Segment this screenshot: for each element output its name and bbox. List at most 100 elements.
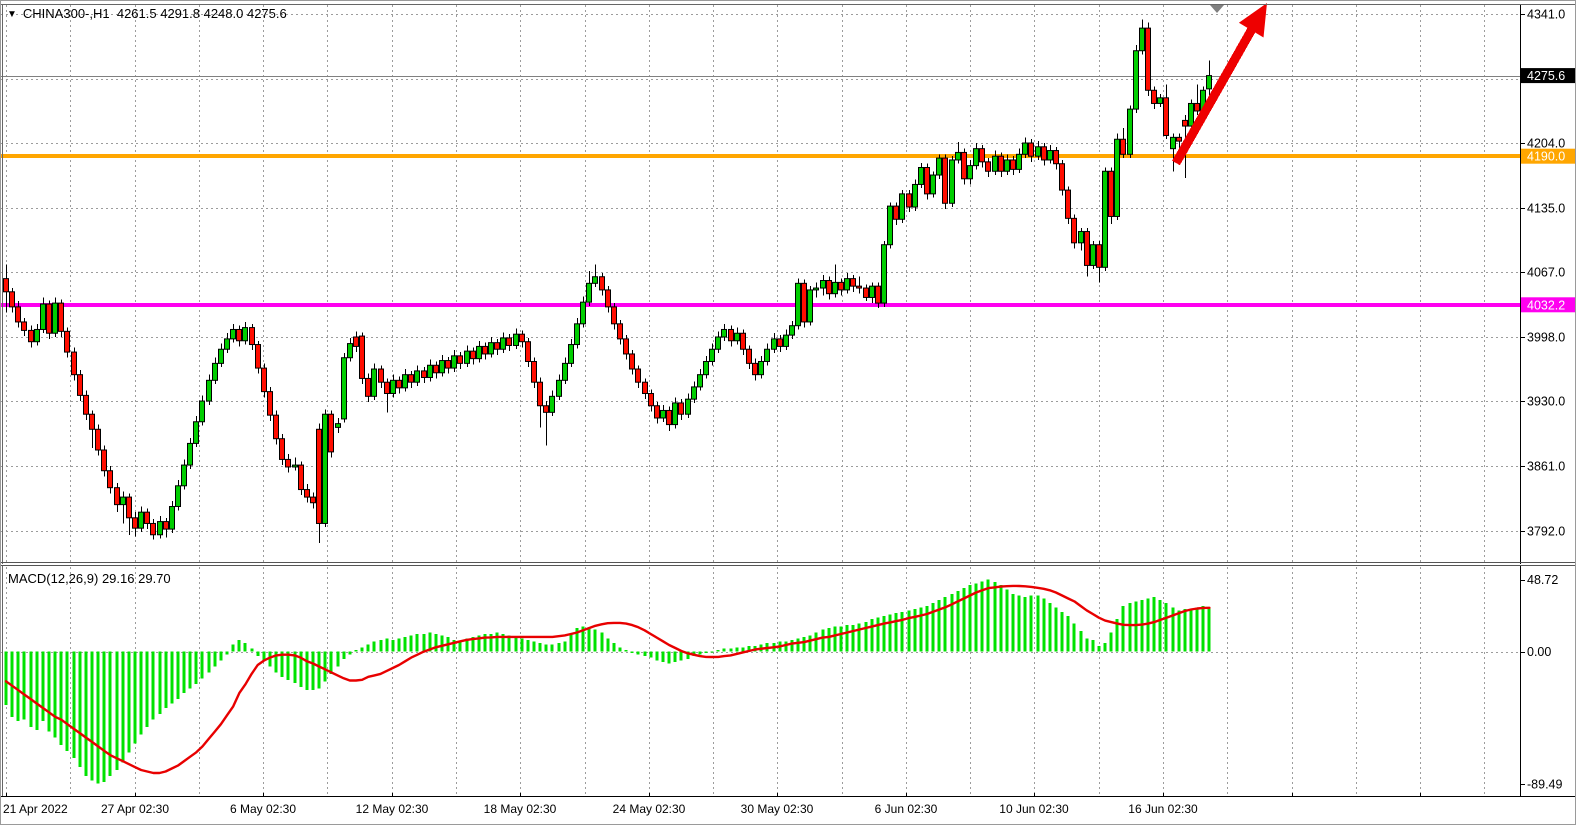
candle (642, 381, 648, 395)
candle (310, 496, 316, 504)
candle (531, 360, 537, 383)
candle (9, 291, 15, 308)
macd-histogram-bar (729, 648, 733, 652)
macd-histogram-bar (243, 642, 247, 652)
candle (709, 348, 715, 362)
candle (715, 336, 721, 350)
macd-histogram-bar (379, 639, 383, 652)
candle (1102, 170, 1108, 268)
candle (261, 367, 267, 393)
candle (556, 379, 562, 397)
macd-histogram-bar (1011, 594, 1015, 652)
candle (549, 395, 555, 413)
candle (193, 421, 199, 444)
candle (1047, 150, 1053, 161)
candle (875, 285, 881, 304)
macd-histogram-bar (698, 651, 702, 655)
candle (230, 328, 236, 340)
candle (359, 335, 365, 379)
time-axis-label: 27 Apr 02:30 (100, 802, 170, 816)
candle (107, 470, 113, 489)
candle (279, 438, 285, 460)
candle (390, 379, 396, 395)
candle (52, 302, 58, 334)
macd-histogram-bar (360, 647, 364, 652)
trend-arrow-head[interactable] (1238, 3, 1267, 38)
candle (1182, 119, 1188, 127)
macd-histogram-bar (329, 651, 333, 674)
price-panel[interactable]: 4341.0 4204.0 4135.0 4067.0 3998.0 3930.0 3861… (1, 1, 1576, 564)
macd-histogram-bar (151, 651, 155, 720)
macd-histogram-bar (747, 645, 751, 652)
macd-histogram-bar (53, 651, 57, 738)
macd-signal-value: 29.70 (138, 571, 171, 586)
macd-histogram-bar (925, 605, 929, 652)
candle (494, 342, 500, 350)
trend-arrow-shaft[interactable] (1172, 26, 1256, 166)
chart-title-ohlc: 4261.5 4291.8 4248.0 4275.6 (116, 6, 287, 21)
macd-histogram-bar (1201, 605, 1205, 652)
macd-histogram-bar (372, 641, 376, 652)
trend-arrow-annotation[interactable] (1172, 3, 1267, 166)
macd-histogram-bar (428, 632, 432, 652)
macd-histogram-bar (299, 651, 303, 688)
macd-histogram-bar (550, 644, 554, 652)
macd-histogram-bar (90, 651, 94, 781)
candle (1004, 159, 1010, 172)
candle (998, 155, 1004, 172)
macd-histogram-bar (1171, 607, 1175, 652)
macd-histogram-bar (937, 599, 941, 652)
candle (21, 321, 27, 331)
candle (384, 381, 390, 395)
macd-histogram-bar (354, 650, 358, 652)
candle (95, 428, 101, 451)
candle (1035, 146, 1041, 157)
macd-histogram-bar (1066, 616, 1070, 652)
macd-histogram-bar (931, 602, 935, 652)
candle (255, 344, 261, 369)
candle (242, 327, 248, 342)
candle (1170, 136, 1176, 150)
candle (795, 282, 801, 327)
macd-histogram-bar (876, 617, 880, 652)
candle (592, 276, 598, 284)
candle (721, 328, 727, 338)
candles (3, 19, 1212, 544)
candle (1194, 102, 1200, 112)
macd-tick-label: 48.72 (1527, 573, 1558, 587)
candle (924, 166, 930, 195)
macd-histogram-bar (397, 638, 401, 652)
macd-vertical-grid (6, 567, 1485, 797)
candle (451, 355, 457, 369)
macd-histogram-bar (41, 651, 45, 722)
candle (740, 332, 746, 350)
candle (58, 302, 64, 332)
candle (144, 511, 150, 524)
macd-histogram-bar (84, 651, 88, 776)
time-axis[interactable]: 21 Apr 2022 27 Apr 02:30 6 May 02:30 12 May… (1, 798, 1575, 824)
candle (1028, 142, 1034, 157)
macd-panel[interactable]: 48.72 0.00 -89.49 (1, 564, 1576, 798)
macd-histogram-bar (391, 639, 395, 652)
macd-histogram-bar (225, 651, 229, 655)
candle (949, 159, 955, 204)
symbol-dropdown-icon[interactable]: ▼ (7, 9, 17, 20)
macd-histogram-bar (1079, 630, 1083, 652)
candle (764, 348, 770, 362)
candle (979, 148, 985, 163)
candle (1090, 244, 1096, 266)
candle (175, 485, 181, 508)
candle (1139, 27, 1145, 52)
macd-histogram-bar (188, 651, 192, 689)
macd-histogram-bar (293, 651, 297, 683)
macd-axis-labels: 48.72 0.00 -89.49 (1520, 573, 1562, 792)
candle (101, 449, 107, 472)
candle (899, 193, 905, 220)
macd-histogram-bar (900, 611, 904, 652)
candle (703, 360, 709, 376)
candle (856, 285, 862, 289)
candle (1151, 89, 1157, 104)
macd-histogram-bar (1207, 608, 1211, 652)
candle (169, 506, 175, 530)
macd-histogram-bar (962, 588, 966, 652)
